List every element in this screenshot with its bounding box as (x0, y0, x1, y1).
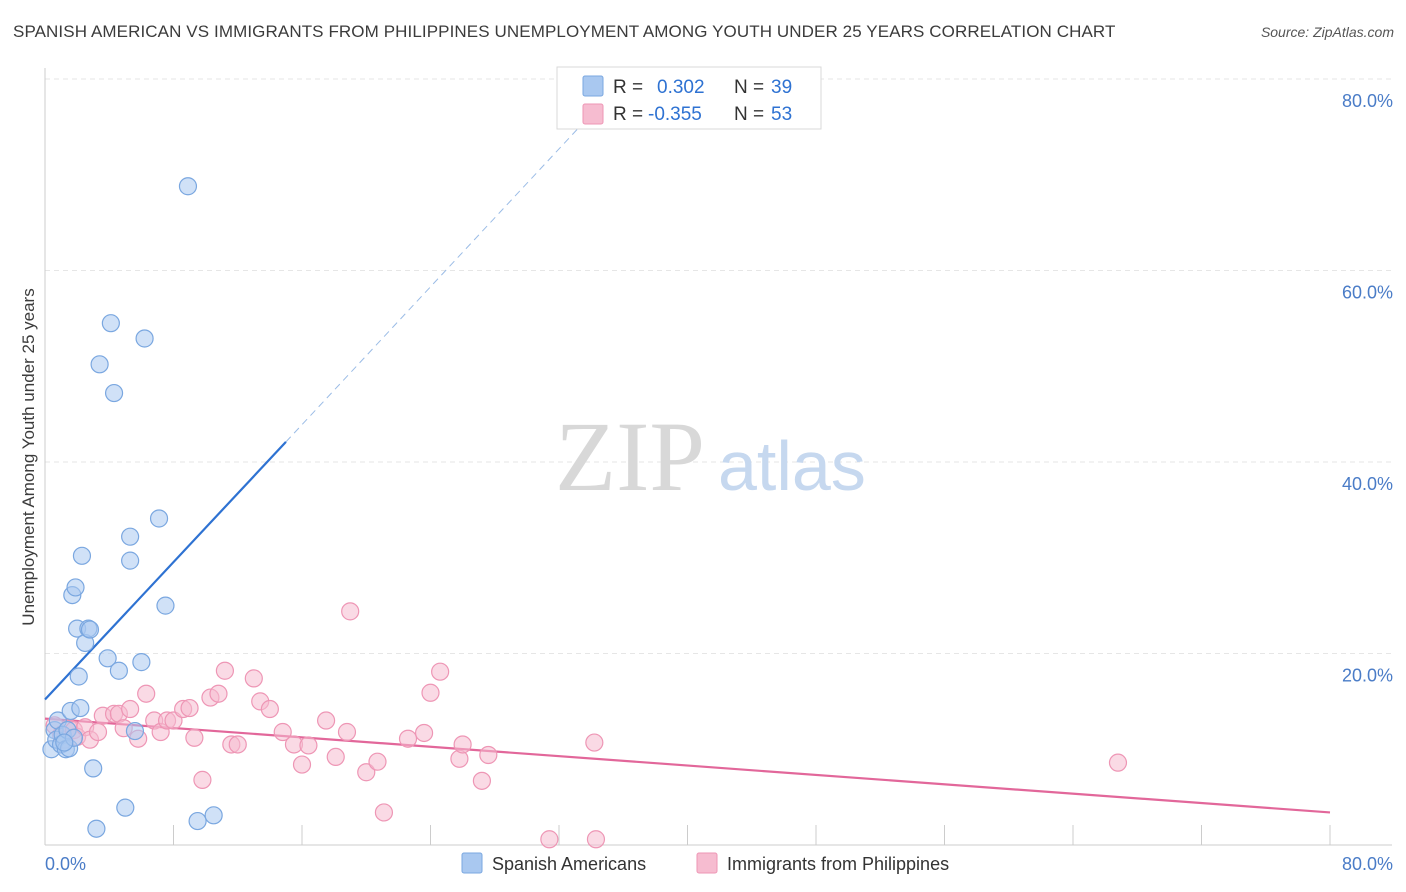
legend-swatch-blue (582, 75, 604, 97)
data-point-spanish-american (178, 177, 198, 196)
data-point-spanish-american (55, 733, 74, 752)
data-point-spanish-american (109, 661, 128, 680)
y-tick-label: 40.0% (1342, 474, 1393, 494)
x-tick-label-start: 0.0% (45, 854, 86, 874)
data-point-spanish-american (69, 667, 88, 686)
data-point-philippines (88, 722, 108, 742)
legend-r-value-blue: 0.302 (657, 77, 705, 98)
legend-swatch-pink (582, 103, 604, 125)
data-point-spanish-american (87, 819, 106, 838)
data-point-philippines (585, 733, 604, 752)
data-point-philippines (215, 661, 234, 680)
legend-n-value-pink: 53 (771, 104, 792, 125)
data-point-philippines (472, 771, 491, 790)
data-point-spanish-american (116, 798, 135, 817)
legend-n-label-pink: N = (734, 104, 764, 125)
data-point-spanish-american (149, 509, 169, 528)
trend-line-pink (44, 717, 1331, 814)
watermark-atlas: atlas (718, 427, 866, 505)
trend-layer (44, 96, 1331, 814)
data-point-philippines (479, 745, 498, 765)
data-point-philippines (228, 735, 247, 754)
data-point-spanish-american (104, 383, 124, 403)
legend-bottom-swatch-pink (696, 852, 718, 874)
data-point-philippines (1108, 753, 1128, 772)
y-tick-label: 80.0% (1342, 91, 1393, 111)
data-point-philippines (421, 683, 440, 702)
y-tick-label: 20.0% (1342, 666, 1393, 686)
data-point-philippines (398, 729, 418, 748)
data-point-philippines (431, 662, 450, 681)
data-point-philippines (414, 723, 434, 743)
y-axis-title: Unemployment Among Youth under 25 years (19, 288, 38, 625)
chart-source: Source: ZipAtlas.com (1260, 24, 1394, 40)
data-point-philippines (453, 735, 472, 754)
trend-line-blue-extrapolated (285, 96, 608, 443)
data-point-philippines (337, 722, 357, 742)
data-point-spanish-american (66, 578, 85, 597)
data-point-philippines (273, 722, 292, 742)
data-point-philippines (357, 763, 376, 782)
data-point-philippines (292, 755, 312, 774)
data-point-philippines (185, 728, 204, 747)
data-point-philippines (209, 684, 228, 703)
data-point-philippines (193, 770, 212, 789)
data-point-spanish-american (132, 653, 151, 672)
data-point-spanish-american (98, 649, 117, 668)
legend-n-label-blue: N = (734, 77, 764, 98)
data-point-philippines (326, 747, 345, 767)
data-point-philippines (368, 752, 387, 771)
data-point-spanish-american (188, 811, 207, 831)
legend-r-label-pink: R = (613, 104, 643, 125)
data-point-spanish-american (121, 551, 140, 570)
data-point-spanish-american (80, 620, 100, 639)
data-point-spanish-american (156, 596, 175, 615)
data-point-spanish-american (71, 698, 90, 718)
points-layer (42, 177, 1128, 849)
data-point-philippines (137, 684, 156, 703)
legend-n-value-blue: 39 (771, 77, 792, 98)
trend-line-blue (44, 441, 287, 701)
data-point-spanish-american (72, 546, 92, 565)
data-point-philippines (299, 736, 318, 755)
data-point-spanish-american (90, 355, 109, 374)
ticks-layer: 20.0% 40.0% 60.0% 80.0% 0.0% 80.0% (45, 91, 1393, 874)
chart-title: SPANISH AMERICAN VS IMMIGRANTS FROM PHIL… (13, 22, 1116, 41)
legend-bottom: Spanish Americans Immigrants from Philip… (461, 852, 949, 874)
legend-top: R = 0.302 N = 39 R = -0.355 N = 53 (556, 66, 822, 130)
data-point-philippines (180, 698, 199, 718)
data-point-philippines (260, 699, 279, 719)
legend-bottom-label-blue: Spanish Americans (492, 854, 646, 874)
axes-layer (44, 68, 1392, 846)
data-point-philippines (316, 711, 336, 730)
watermark: ZIP atlas (555, 401, 866, 512)
data-point-spanish-american (135, 329, 154, 348)
legend-bottom-label-pink: Immigrants from Philippines (727, 854, 949, 874)
data-point-spanish-american (121, 527, 140, 546)
legend-bottom-swatch-blue (461, 852, 483, 874)
legend-r-label-blue: R = (613, 77, 643, 98)
data-point-spanish-american (84, 759, 103, 778)
data-point-philippines (374, 803, 394, 822)
data-point-philippines (341, 602, 360, 621)
data-point-philippines (540, 830, 559, 849)
x-tick-label-end: 80.0% (1342, 854, 1393, 874)
data-point-philippines (586, 830, 606, 849)
y-tick-label: 60.0% (1342, 283, 1393, 303)
data-point-spanish-american (204, 806, 223, 825)
watermark-zip: ZIP (555, 401, 705, 512)
legend-r-value-pink: -0.355 (648, 104, 702, 125)
data-point-spanish-american (101, 314, 120, 333)
data-point-spanish-american (125, 721, 145, 741)
data-point-philippines (244, 669, 263, 688)
grid-layer (45, 78, 1392, 654)
data-point-philippines (121, 699, 140, 719)
